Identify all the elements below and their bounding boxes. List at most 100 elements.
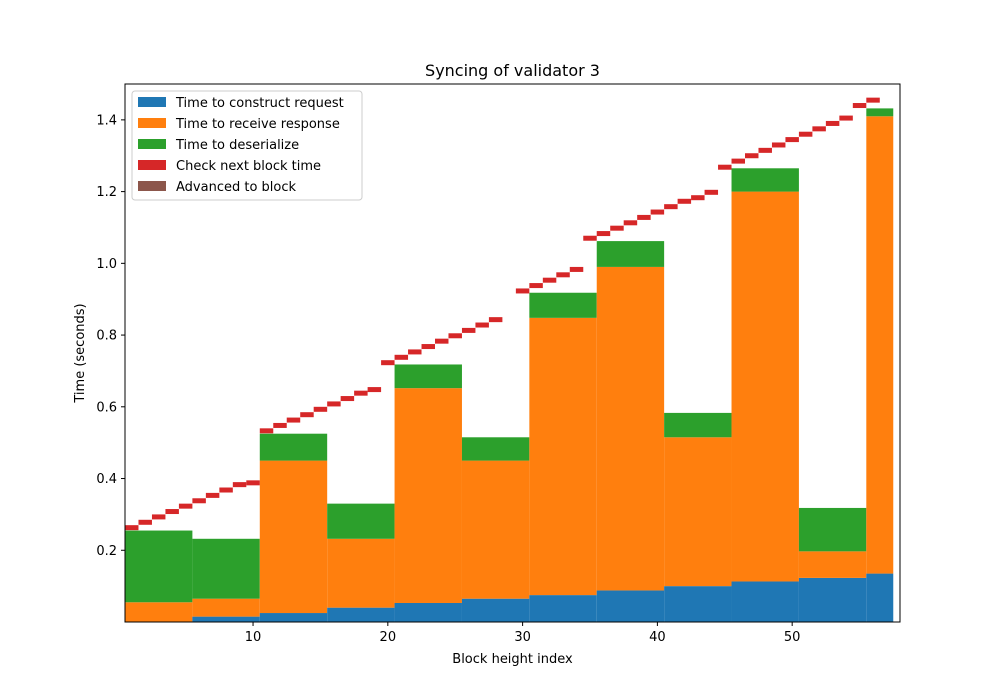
check-mark-19 (381, 360, 395, 366)
y-axis: 0.2 0.4 0.6 0.8 1.0 1.2 1.4 (96, 113, 125, 559)
check-mark-7 (219, 487, 233, 493)
check-mark-48 (785, 137, 799, 143)
bar-construct-6 (529, 595, 597, 622)
check-mark-14 (313, 406, 328, 412)
bar-construct-1 (192, 616, 260, 622)
legend-label-2: Time to deserialize (175, 138, 299, 153)
bar-deserialize-11 (866, 108, 894, 117)
check-mark-26 (475, 322, 489, 328)
y-axis-label: Time (seconds) (73, 303, 88, 403)
legend-swatch-4 (138, 181, 166, 191)
y-tick-label-4: 1.0 (96, 257, 117, 272)
check-mark-35 (610, 225, 624, 231)
check-mark-6 (205, 492, 220, 498)
legend-swatch-2 (138, 139, 166, 149)
bar-response-0 (125, 602, 193, 622)
legend-label-1: Time to receive response (175, 117, 340, 132)
check-mark-1 (138, 519, 152, 525)
check-mark-20 (394, 354, 409, 360)
check-mark-4 (178, 503, 193, 509)
bar-response-9 (731, 191, 799, 582)
bar-response-2 (259, 460, 328, 614)
legend-swatch-1 (138, 118, 166, 128)
bar-construct-9 (731, 581, 799, 622)
check-mark-34 (596, 231, 611, 237)
check-mark-46 (758, 147, 772, 153)
bar-response-10 (798, 551, 867, 578)
check-mark-15 (327, 401, 341, 407)
check-marks-layer (125, 97, 880, 531)
y-tick-label-1: 0.4 (96, 472, 117, 487)
x-axis: 10 20 30 40 50 (245, 622, 801, 645)
bar-deserialize-5 (461, 437, 530, 461)
check-mark-25 (461, 327, 476, 333)
check-mark-45 (745, 153, 759, 159)
legend-label-4: Advanced to block (176, 180, 296, 195)
check-mark-16 (340, 396, 355, 402)
check-mark-23 (435, 338, 449, 344)
bar-deserialize-0 (125, 530, 193, 603)
bar-response-6 (529, 317, 597, 596)
check-mark-0 (125, 525, 139, 531)
check-mark-30 (542, 277, 557, 283)
x-tick-label-0: 10 (245, 630, 262, 645)
bar-construct-3 (327, 607, 395, 622)
x-tick-label-3: 40 (649, 630, 666, 645)
check-mark-36 (623, 220, 638, 226)
bar-construct-2 (259, 613, 328, 622)
check-mark-24 (448, 333, 462, 339)
x-tick-label-1: 20 (380, 630, 397, 645)
bar-deserialize-9 (731, 168, 799, 192)
chart-title: Syncing of validator 3 (425, 61, 600, 80)
bar-response-7 (596, 266, 665, 591)
bar-deserialize-1 (192, 538, 260, 599)
check-mark-50 (812, 126, 826, 132)
check-mark-52 (839, 115, 853, 121)
bar-construct-5 (461, 598, 530, 622)
check-mark-21 (408, 349, 422, 355)
legend-label-0: Time to construct request (175, 96, 344, 111)
check-mark-29 (529, 283, 543, 289)
check-mark-10 (259, 428, 274, 434)
bar-construct-10 (798, 577, 867, 622)
check-mark-28 (515, 288, 530, 294)
bar-response-5 (461, 460, 530, 599)
bars-layer (125, 108, 894, 622)
bar-response-11 (866, 116, 894, 574)
bar-deserialize-2 (259, 433, 328, 461)
y-tick-label-2: 0.6 (96, 400, 117, 415)
y-tick-label-6: 1.4 (96, 113, 117, 128)
check-mark-53 (852, 103, 867, 109)
check-mark-27 (488, 317, 503, 323)
y-tick-label-0: 0.2 (96, 544, 117, 559)
check-mark-41 (691, 195, 705, 201)
bar-response-1 (192, 598, 260, 617)
x-tick-label-4: 50 (784, 630, 801, 645)
check-mark-44 (731, 158, 745, 164)
check-mark-42 (704, 189, 719, 195)
bar-deserialize-7 (596, 241, 665, 267)
check-mark-2 (151, 514, 166, 520)
legend: Time to construct request Time to receive… (131, 90, 363, 201)
bar-response-3 (327, 538, 395, 608)
check-mark-32 (569, 266, 584, 272)
check-mark-43 (718, 164, 732, 170)
bar-construct-7 (596, 590, 665, 622)
bar-construct-4 (394, 602, 462, 622)
check-mark-39 (664, 204, 678, 210)
check-mark-38 (650, 209, 665, 215)
y-tick-label-5: 1.2 (96, 185, 117, 200)
plot-frame (124, 83, 901, 623)
bar-construct-11 (866, 573, 894, 622)
bar-construct-8 (664, 586, 732, 622)
check-mark-11 (273, 422, 287, 428)
x-tick-label-2: 30 (514, 630, 531, 645)
bar-response-8 (664, 437, 732, 587)
legend-label-3: Check next block time (176, 159, 321, 174)
check-mark-51 (825, 120, 840, 126)
check-mark-31 (556, 272, 570, 278)
check-mark-33 (583, 235, 597, 241)
bar-response-4 (394, 388, 462, 603)
check-mark-17 (354, 390, 368, 396)
check-mark-49 (798, 131, 813, 137)
